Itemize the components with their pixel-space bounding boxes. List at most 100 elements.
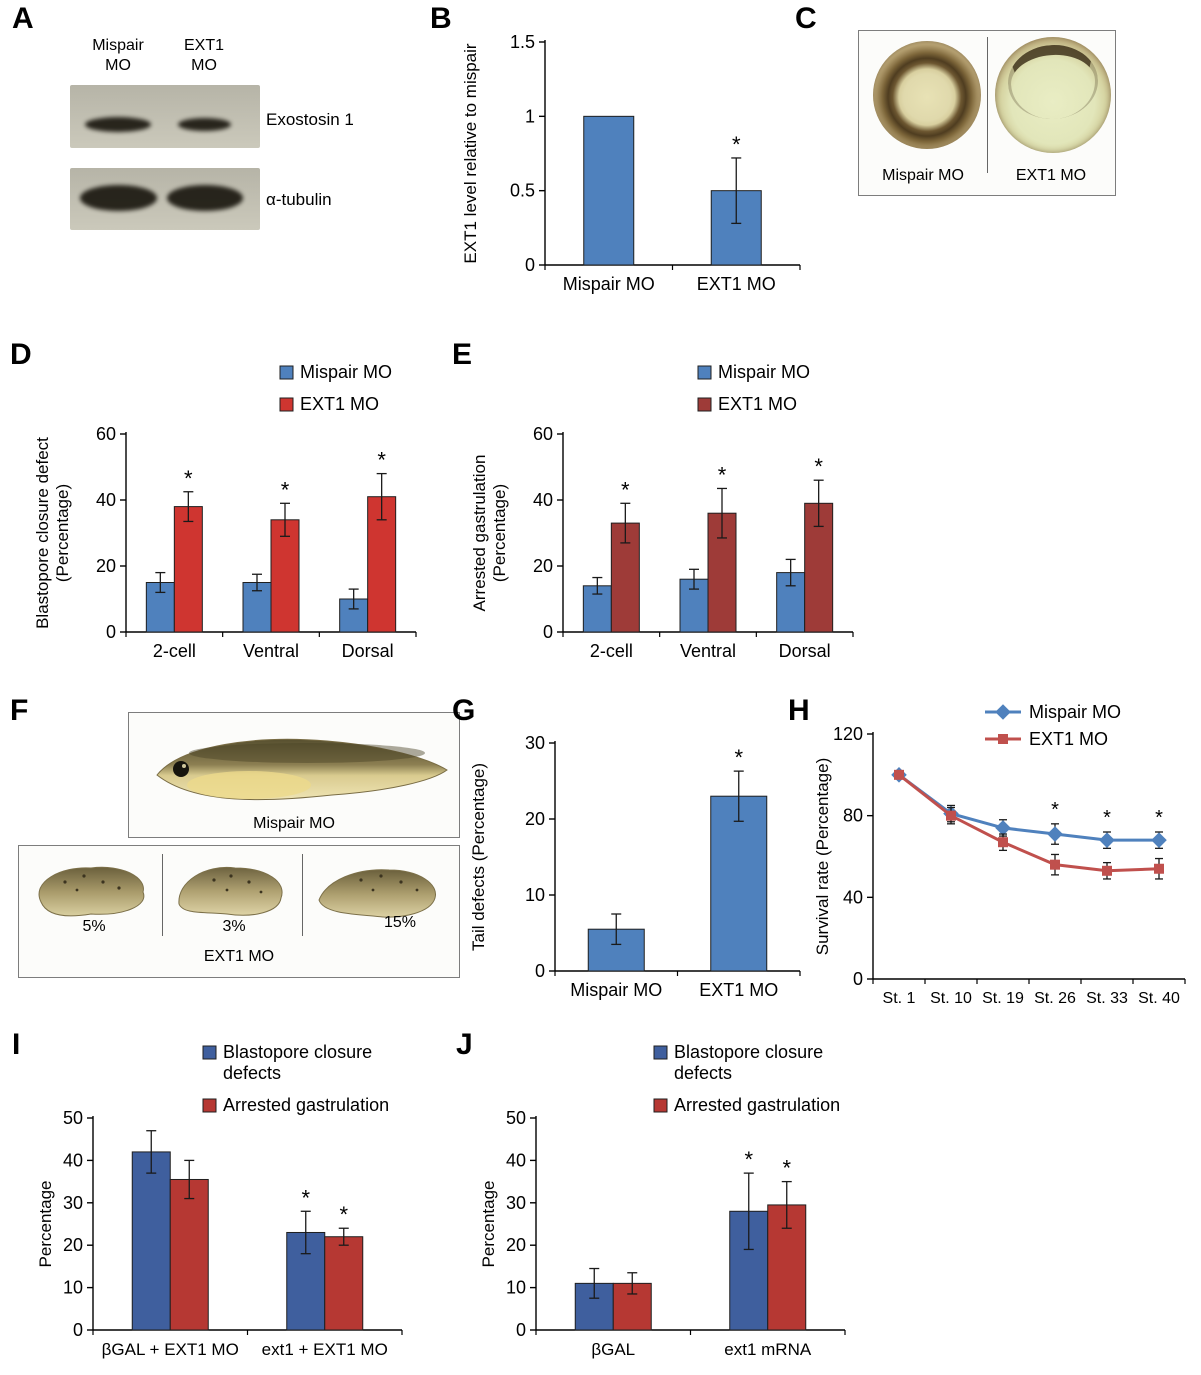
percent-label-3: 15%	[383, 914, 417, 931]
svg-text:*: *	[744, 1147, 753, 1172]
svg-text:0: 0	[543, 622, 553, 642]
svg-text:120: 120	[833, 724, 863, 744]
svg-text:60: 60	[533, 424, 553, 444]
panel-f-top-box: Mispair MO	[128, 712, 460, 838]
svg-text:*: *	[1155, 807, 1163, 829]
svg-text:1: 1	[525, 106, 535, 126]
svg-text:EXT1 MO: EXT1 MO	[699, 980, 778, 1000]
svg-text:*: *	[814, 454, 823, 479]
svg-text:ext1 + EXT1 MO: ext1 + EXT1 MO	[262, 1340, 388, 1359]
svg-text:2-cell: 2-cell	[590, 641, 633, 661]
blot-band	[167, 185, 243, 211]
western-blot-exostosin1	[70, 85, 260, 148]
blot-label-exostosin1: Exostosin 1	[266, 110, 354, 129]
panel-d-chart: 0 20 40 60 Blastopore closure defect(Percent…	[33, 362, 417, 661]
svg-text:Tail defects (Percentage): Tail defects (Percentage)	[469, 763, 488, 951]
svg-text:Mispair MO: Mispair MO	[300, 362, 392, 382]
svg-text:Dorsal: Dorsal	[342, 641, 394, 661]
svg-text:*: *	[621, 477, 630, 502]
photo-divider	[162, 854, 163, 936]
photo-divider	[302, 854, 303, 936]
panel-label-i: I	[12, 1028, 21, 1061]
svg-text:Percentage: Percentage	[36, 1181, 55, 1268]
panel-e-chart: 0 20 40 60 Arrested gastrulation(Percentage)…	[470, 362, 854, 661]
svg-text:0: 0	[516, 1320, 526, 1340]
svg-text:St. 10: St. 10	[930, 990, 972, 1007]
svg-text:St. 26: St. 26	[1034, 990, 1076, 1007]
svg-text:*: *	[734, 745, 743, 770]
svg-text:*: *	[1051, 799, 1059, 821]
svg-text:50: 50	[63, 1108, 83, 1128]
embryo-defect-image-2	[178, 866, 283, 916]
panel-b-chart: 0 0.5 1 1.5 EXT1 level relative to mispair * M…	[461, 32, 801, 294]
panel-f-bottom-box: 5% 3% 15% EXT1 MO	[18, 845, 460, 978]
svg-text:40: 40	[96, 490, 116, 510]
svg-text:2-cell: 2-cell	[153, 641, 196, 661]
lane-label-mispair-mo: Mispair MO	[92, 37, 144, 74]
embryo-vegetal-mispair-image	[873, 41, 981, 149]
svg-text:*: *	[732, 132, 741, 157]
blot-band	[85, 117, 151, 132]
svg-text:Blastopore closure: Blastopore closure	[674, 1042, 823, 1062]
svg-text:Survival rate (Percentage): Survival rate (Percentage)	[813, 758, 832, 955]
panel-label-b: B	[430, 2, 452, 35]
panel-label-e: E	[452, 338, 473, 371]
svg-text:Mispair MO: Mispair MO	[570, 980, 662, 1000]
svg-text:0: 0	[535, 961, 545, 981]
panel-label-a: A	[12, 2, 34, 35]
svg-text:defects: defects	[223, 1063, 281, 1083]
svg-text:50: 50	[506, 1108, 526, 1128]
svg-text:Blastopore closure defect(Perc: Blastopore closure defect(Percentage)	[33, 437, 72, 629]
svg-text:20: 20	[533, 556, 553, 576]
svg-text:EXT1 MO: EXT1 MO	[300, 394, 379, 414]
svg-text:St. 19: St. 19	[982, 990, 1024, 1007]
photo-caption-ext1: EXT1 MO	[1015, 167, 1087, 184]
svg-text:EXT1 MO: EXT1 MO	[1029, 729, 1108, 749]
svg-text:St. 40: St. 40	[1138, 990, 1180, 1007]
tadpole-image-mispair	[156, 738, 448, 801]
photo-divider	[987, 37, 988, 173]
embryo-vegetal-ext1-image	[995, 37, 1111, 153]
svg-text:40: 40	[533, 490, 553, 510]
panel-label-g: G	[452, 694, 476, 727]
pigment-crescent	[1005, 41, 1101, 123]
svg-text:Ventral: Ventral	[680, 641, 736, 661]
svg-text:10: 10	[506, 1278, 526, 1298]
svg-text:40: 40	[843, 887, 863, 907]
embryo-defect-image-3	[318, 869, 436, 918]
panel-label-d: D	[10, 338, 32, 371]
svg-text:*: *	[718, 462, 727, 487]
svg-text:ext1 mRNA: ext1 mRNA	[724, 1340, 812, 1359]
blot-band	[178, 118, 231, 131]
panel-c-photo-box: Mispair MO EXT1 MO	[858, 30, 1116, 196]
lane-label-ext1-mo: EXT1 MO	[183, 37, 224, 74]
svg-text:Ventral: Ventral	[243, 641, 299, 661]
svg-text:EXT1 MO: EXT1 MO	[697, 274, 776, 294]
svg-text:*: *	[301, 1185, 310, 1210]
svg-text:0.5: 0.5	[510, 181, 535, 201]
svg-text:20: 20	[96, 556, 116, 576]
svg-text:*: *	[1103, 807, 1111, 829]
svg-text:*: *	[782, 1156, 791, 1181]
svg-text:10: 10	[63, 1278, 83, 1298]
svg-text:0: 0	[73, 1320, 83, 1340]
svg-text:30: 30	[506, 1193, 526, 1213]
svg-text:Mispair MO: Mispair MO	[1029, 702, 1121, 722]
svg-text:30: 30	[525, 733, 545, 753]
svg-text:Arrested gastrulation(Percenta: Arrested gastrulation(Percentage)	[470, 455, 509, 612]
svg-text:20: 20	[506, 1235, 526, 1255]
svg-text:10: 10	[525, 885, 545, 905]
svg-text:*: *	[339, 1202, 348, 1227]
svg-text:*: *	[377, 448, 386, 473]
panel-label-h: H	[788, 694, 810, 727]
embryo-defect-image-1	[38, 866, 145, 917]
svg-text:0: 0	[106, 622, 116, 642]
blot-band	[80, 185, 157, 211]
svg-text:30: 30	[63, 1193, 83, 1213]
svg-text:βGAL + EXT1 MO: βGAL + EXT1 MO	[102, 1340, 239, 1359]
svg-text:EXT1 level relative to mispair: EXT1 level relative to mispair	[461, 43, 480, 263]
svg-text:20: 20	[63, 1235, 83, 1255]
svg-text:*: *	[184, 466, 193, 491]
svg-text:*: *	[281, 477, 290, 502]
